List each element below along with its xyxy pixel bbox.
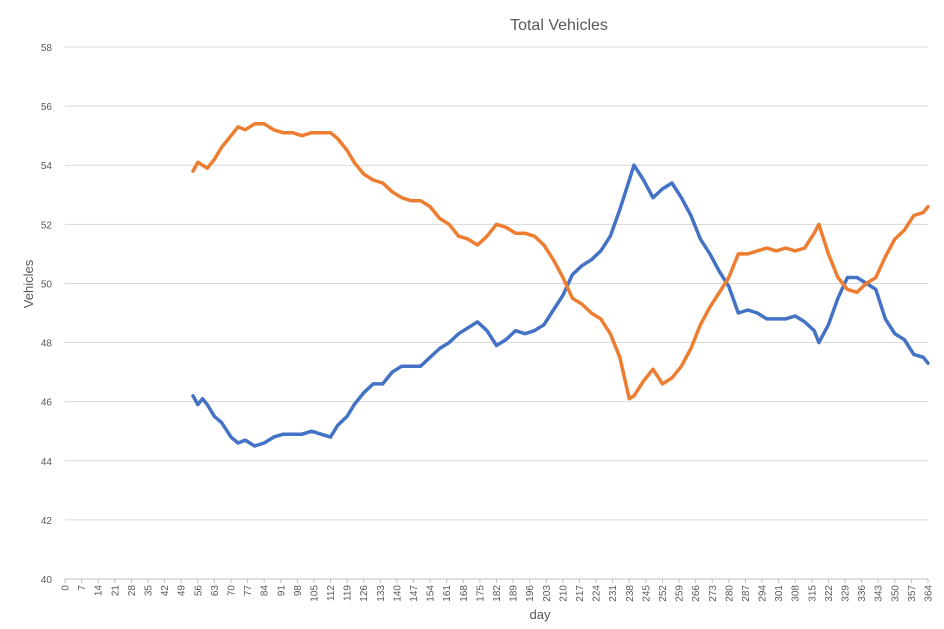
x-tick-label: 112 [326, 585, 337, 601]
y-tick-label: 48 [41, 339, 53, 350]
x-tick-label: 154 [426, 585, 437, 602]
y-tick-label: 56 [41, 102, 53, 113]
x-tick-label: 287 [741, 585, 752, 602]
x-axis-ticks: 0 7 14 21 28 35 42 49 56 63 70 77 84 91 98 105 112 119 126… [61, 579, 935, 602]
x-tick-label: 35 [143, 585, 154, 597]
x-tick-label: 77 [243, 585, 254, 597]
y-tick-label: 40 [41, 575, 53, 586]
x-tick-label: 350 [890, 585, 901, 602]
gridlines [65, 46, 928, 521]
x-tick-label: 42 [160, 585, 171, 597]
x-tick-label: 7 [77, 585, 88, 591]
y-tick-label: 44 [41, 457, 53, 468]
x-tick-label: 168 [459, 585, 470, 602]
series-line-1 [191, 163, 930, 448]
x-tick-label: 315 [807, 585, 818, 602]
y-tick-label: 42 [41, 516, 53, 527]
x-tick-label: 280 [724, 585, 735, 602]
x-tick-label: 259 [675, 585, 686, 602]
x-tick-label: 308 [791, 585, 802, 602]
x-tick-label: 210 [558, 585, 569, 602]
x-tick-label: 28 [127, 585, 138, 597]
x-tick-label: 266 [691, 585, 702, 602]
x-tick-label: 70 [226, 585, 237, 597]
x-tick-label: 49 [177, 585, 188, 597]
x-tick-label: 126 [359, 585, 370, 602]
chart-title: Total Vehicles [510, 17, 608, 34]
x-tick-label: 0 [61, 585, 72, 591]
series-lines [191, 122, 930, 448]
y-tick-label: 58 [41, 43, 53, 54]
x-tick-label: 21 [110, 585, 121, 597]
x-axis-label: day [530, 607, 551, 622]
x-tick-label: 105 [309, 585, 320, 602]
x-tick-label: 245 [641, 585, 652, 602]
x-tick-label: 14 [94, 585, 105, 597]
series-line-2 [191, 122, 930, 401]
x-tick-label: 196 [525, 585, 536, 602]
y-axis-ticks: 40 42 44 46 48 50 52 54 56 58 [41, 43, 53, 586]
x-tick-label: 322 [824, 585, 835, 602]
x-tick-label: 203 [542, 585, 553, 602]
x-tick-label: 91 [276, 585, 287, 597]
x-tick-label: 175 [475, 585, 486, 602]
x-tick-label: 182 [492, 585, 503, 602]
x-tick-label: 147 [409, 585, 420, 602]
x-tick-label: 217 [575, 585, 586, 602]
x-tick-label: 364 [924, 585, 935, 602]
x-tick-label: 336 [857, 585, 868, 602]
x-tick-label: 161 [442, 585, 453, 602]
x-tick-label: 273 [708, 585, 719, 602]
x-tick-label: 63 [210, 585, 221, 597]
x-tick-label: 56 [193, 585, 204, 597]
y-tick-label: 54 [41, 161, 53, 172]
y-tick-label: 52 [41, 220, 53, 231]
y-tick-label: 50 [41, 279, 53, 290]
x-tick-label: 133 [376, 585, 387, 602]
x-tick-label: 84 [260, 585, 271, 597]
x-tick-label: 231 [608, 585, 619, 602]
x-tick-label: 119 [343, 585, 354, 601]
x-tick-label: 224 [592, 585, 603, 602]
x-tick-label: 329 [841, 585, 852, 602]
x-tick-label: 189 [509, 585, 520, 602]
x-tick-label: 98 [293, 585, 304, 597]
x-tick-label: 252 [658, 585, 669, 602]
y-axis-label: Vehicles [21, 259, 36, 308]
x-tick-label: 238 [625, 585, 636, 602]
x-tick-label: 140 [392, 585, 403, 602]
y-tick-label: 46 [41, 398, 53, 409]
x-tick-label: 294 [758, 585, 769, 602]
x-tick-label: 301 [774, 585, 785, 602]
x-tick-label: 357 [907, 585, 918, 602]
x-tick-label: 343 [874, 585, 885, 602]
